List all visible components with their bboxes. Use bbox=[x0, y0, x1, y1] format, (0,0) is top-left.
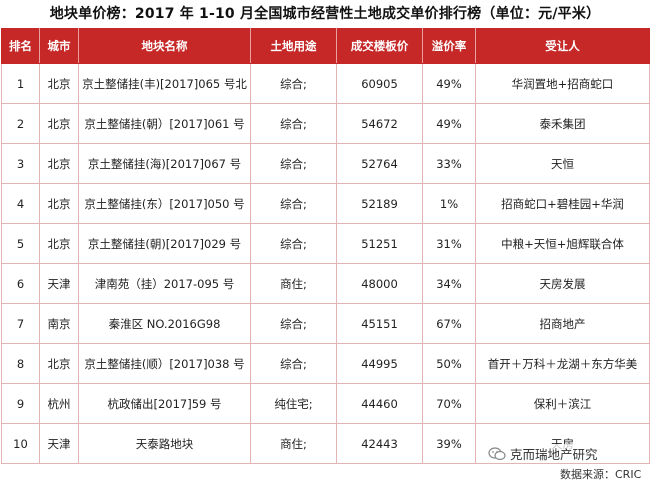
land-name-cell: 秦淮区 NO.2016G98 bbox=[78, 303, 251, 344]
header-city: 城市 bbox=[39, 28, 79, 64]
table-row: 3 北京 京土整储挂(海)[2017]067 号 综合; 52764 33% 天… bbox=[1, 143, 650, 184]
premium-cell: 39% bbox=[422, 423, 476, 464]
header-buyer: 受让人 bbox=[475, 28, 650, 64]
land-name-cell: 京土整储挂(丰)[2017]065 号北 bbox=[78, 63, 251, 104]
land-use-cell: 综合; bbox=[250, 183, 337, 224]
table-title: 地块单价榜：2017 年 1-10 月全国城市经营性土地成交单价排行榜（单位：元… bbox=[49, 6, 601, 22]
table-row: 10 天津 天泰路地块 商住; 42443 39% 天房 bbox=[1, 423, 650, 464]
rank-cell: 6 bbox=[1, 263, 40, 304]
land-use-cell: 商住; bbox=[250, 263, 337, 304]
rank-cell: 5 bbox=[1, 223, 40, 264]
header-price: 成交楼板价 bbox=[336, 28, 423, 64]
city-cell: 北京 bbox=[39, 343, 79, 384]
price-cell: 48000 bbox=[336, 263, 423, 304]
rank-cell: 10 bbox=[1, 423, 40, 464]
table-row: 4 北京 京土整储挂(东）[2017]050 号 综合; 52189 1% 招商… bbox=[1, 183, 650, 224]
land-use-cell: 综合; bbox=[250, 103, 337, 144]
city-cell: 北京 bbox=[39, 183, 79, 224]
premium-cell: 31% bbox=[422, 223, 476, 264]
land-name-cell: 杭政储出[2017]59 号 bbox=[78, 383, 251, 424]
buyer-cell: 首开＋万科＋龙湖＋东方华美 bbox=[475, 343, 650, 384]
land-name-cell: 京土整储挂(朝)[2017]029 号 bbox=[78, 223, 251, 264]
premium-cell: 50% bbox=[422, 343, 476, 384]
price-cell: 45151 bbox=[336, 303, 423, 344]
table-row: 6 天津 津南苑（挂）2017-095 号 商住; 48000 34% 天房发展 bbox=[1, 263, 650, 304]
land-name-cell: 京土整储挂(顺）[2017]038 号 bbox=[78, 343, 251, 384]
rank-cell: 7 bbox=[1, 303, 40, 344]
price-cell: 60905 bbox=[336, 63, 423, 104]
land-name-cell: 天泰路地块 bbox=[78, 423, 251, 464]
rank-cell: 8 bbox=[1, 343, 40, 384]
land-use-cell: 纯住宅; bbox=[250, 383, 337, 424]
price-cell: 44995 bbox=[336, 343, 423, 384]
rank-cell: 2 bbox=[1, 103, 40, 144]
buyer-cell: 华润置地+招商蛇口 bbox=[475, 63, 650, 104]
land-use-cell: 综合; bbox=[250, 63, 337, 104]
premium-cell: 67% bbox=[422, 303, 476, 344]
data-source: 数据来源：CRIC bbox=[560, 468, 642, 481]
land-name-cell: 京土整储挂(东）[2017]050 号 bbox=[78, 183, 251, 224]
land-use-cell: 综合; bbox=[250, 343, 337, 384]
header-land-use: 土地用途 bbox=[250, 28, 337, 64]
city-cell: 北京 bbox=[39, 103, 79, 144]
city-cell: 天津 bbox=[39, 263, 79, 304]
watermark: 克而瑞地产研究 bbox=[488, 444, 598, 463]
price-cell: 44460 bbox=[336, 383, 423, 424]
price-cell: 52764 bbox=[336, 143, 423, 184]
city-cell: 天津 bbox=[39, 423, 79, 464]
header-row: 排名 城市 地块名称 土地用途 成交楼板价 溢价率 受让人 bbox=[1, 28, 650, 64]
premium-cell: 49% bbox=[422, 103, 476, 144]
header-rank: 排名 bbox=[1, 28, 40, 64]
rank-cell: 3 bbox=[1, 143, 40, 184]
premium-cell: 70% bbox=[422, 383, 476, 424]
city-cell: 北京 bbox=[39, 143, 79, 184]
land-name-cell: 京土整储挂(海)[2017]067 号 bbox=[78, 143, 251, 184]
premium-cell: 33% bbox=[422, 143, 476, 184]
buyer-cell: 天房发展 bbox=[475, 263, 650, 304]
rank-cell: 1 bbox=[1, 63, 40, 104]
header-premium: 溢价率 bbox=[422, 28, 476, 64]
land-name-cell: 京土整储挂(朝）[2017]061 号 bbox=[78, 103, 251, 144]
land-use-cell: 综合; bbox=[250, 303, 337, 344]
buyer-cell: 中粮+天恒+旭辉联合体 bbox=[475, 223, 650, 264]
price-cell: 54672 bbox=[336, 103, 423, 144]
buyer-cell: 天恒 bbox=[475, 143, 650, 184]
buyer-cell: 保利＋滨江 bbox=[475, 383, 650, 424]
price-cell: 42443 bbox=[336, 423, 423, 464]
city-cell: 杭州 bbox=[39, 383, 79, 424]
land-use-cell: 商住; bbox=[250, 423, 337, 464]
city-cell: 北京 bbox=[39, 223, 79, 264]
rank-cell: 4 bbox=[1, 183, 40, 224]
wechat-icon bbox=[488, 446, 506, 461]
city-cell: 南京 bbox=[39, 303, 79, 344]
price-cell: 52189 bbox=[336, 183, 423, 224]
ranking-table: 排名 城市 地块名称 土地用途 成交楼板价 溢价率 受让人 1 北京 京土整储挂… bbox=[1, 28, 650, 464]
buyer-cell: 招商地产 bbox=[475, 303, 650, 344]
buyer-cell: 泰禾集团 bbox=[475, 103, 650, 144]
land-use-cell: 综合; bbox=[250, 223, 337, 264]
table-row: 5 北京 京土整储挂(朝)[2017]029 号 综合; 51251 31% 中… bbox=[1, 223, 650, 264]
city-cell: 北京 bbox=[39, 63, 79, 104]
table-row: 1 北京 京土整储挂(丰)[2017]065 号北 综合; 60905 49% … bbox=[1, 63, 650, 104]
land-use-cell: 综合; bbox=[250, 143, 337, 184]
price-cell: 51251 bbox=[336, 223, 423, 264]
premium-cell: 34% bbox=[422, 263, 476, 304]
premium-cell: 1% bbox=[422, 183, 476, 224]
premium-cell: 49% bbox=[422, 63, 476, 104]
buyer-cell: 招商蛇口+碧桂园+华润 bbox=[475, 183, 650, 224]
header-land-name: 地块名称 bbox=[78, 28, 251, 64]
table-row: 8 北京 京土整储挂(顺）[2017]038 号 综合; 44995 50% 首… bbox=[1, 343, 650, 384]
rank-cell: 9 bbox=[1, 383, 40, 424]
land-name-cell: 津南苑（挂）2017-095 号 bbox=[78, 263, 251, 304]
watermark-text: 克而瑞地产研究 bbox=[510, 447, 598, 462]
table-row: 7 南京 秦淮区 NO.2016G98 综合; 45151 67% 招商地产 bbox=[1, 303, 650, 344]
table-row: 9 杭州 杭政储出[2017]59 号 纯住宅; 44460 70% 保利＋滨江 bbox=[1, 383, 650, 424]
table-row: 2 北京 京土整储挂(朝）[2017]061 号 综合; 54672 49% 泰… bbox=[1, 103, 650, 144]
